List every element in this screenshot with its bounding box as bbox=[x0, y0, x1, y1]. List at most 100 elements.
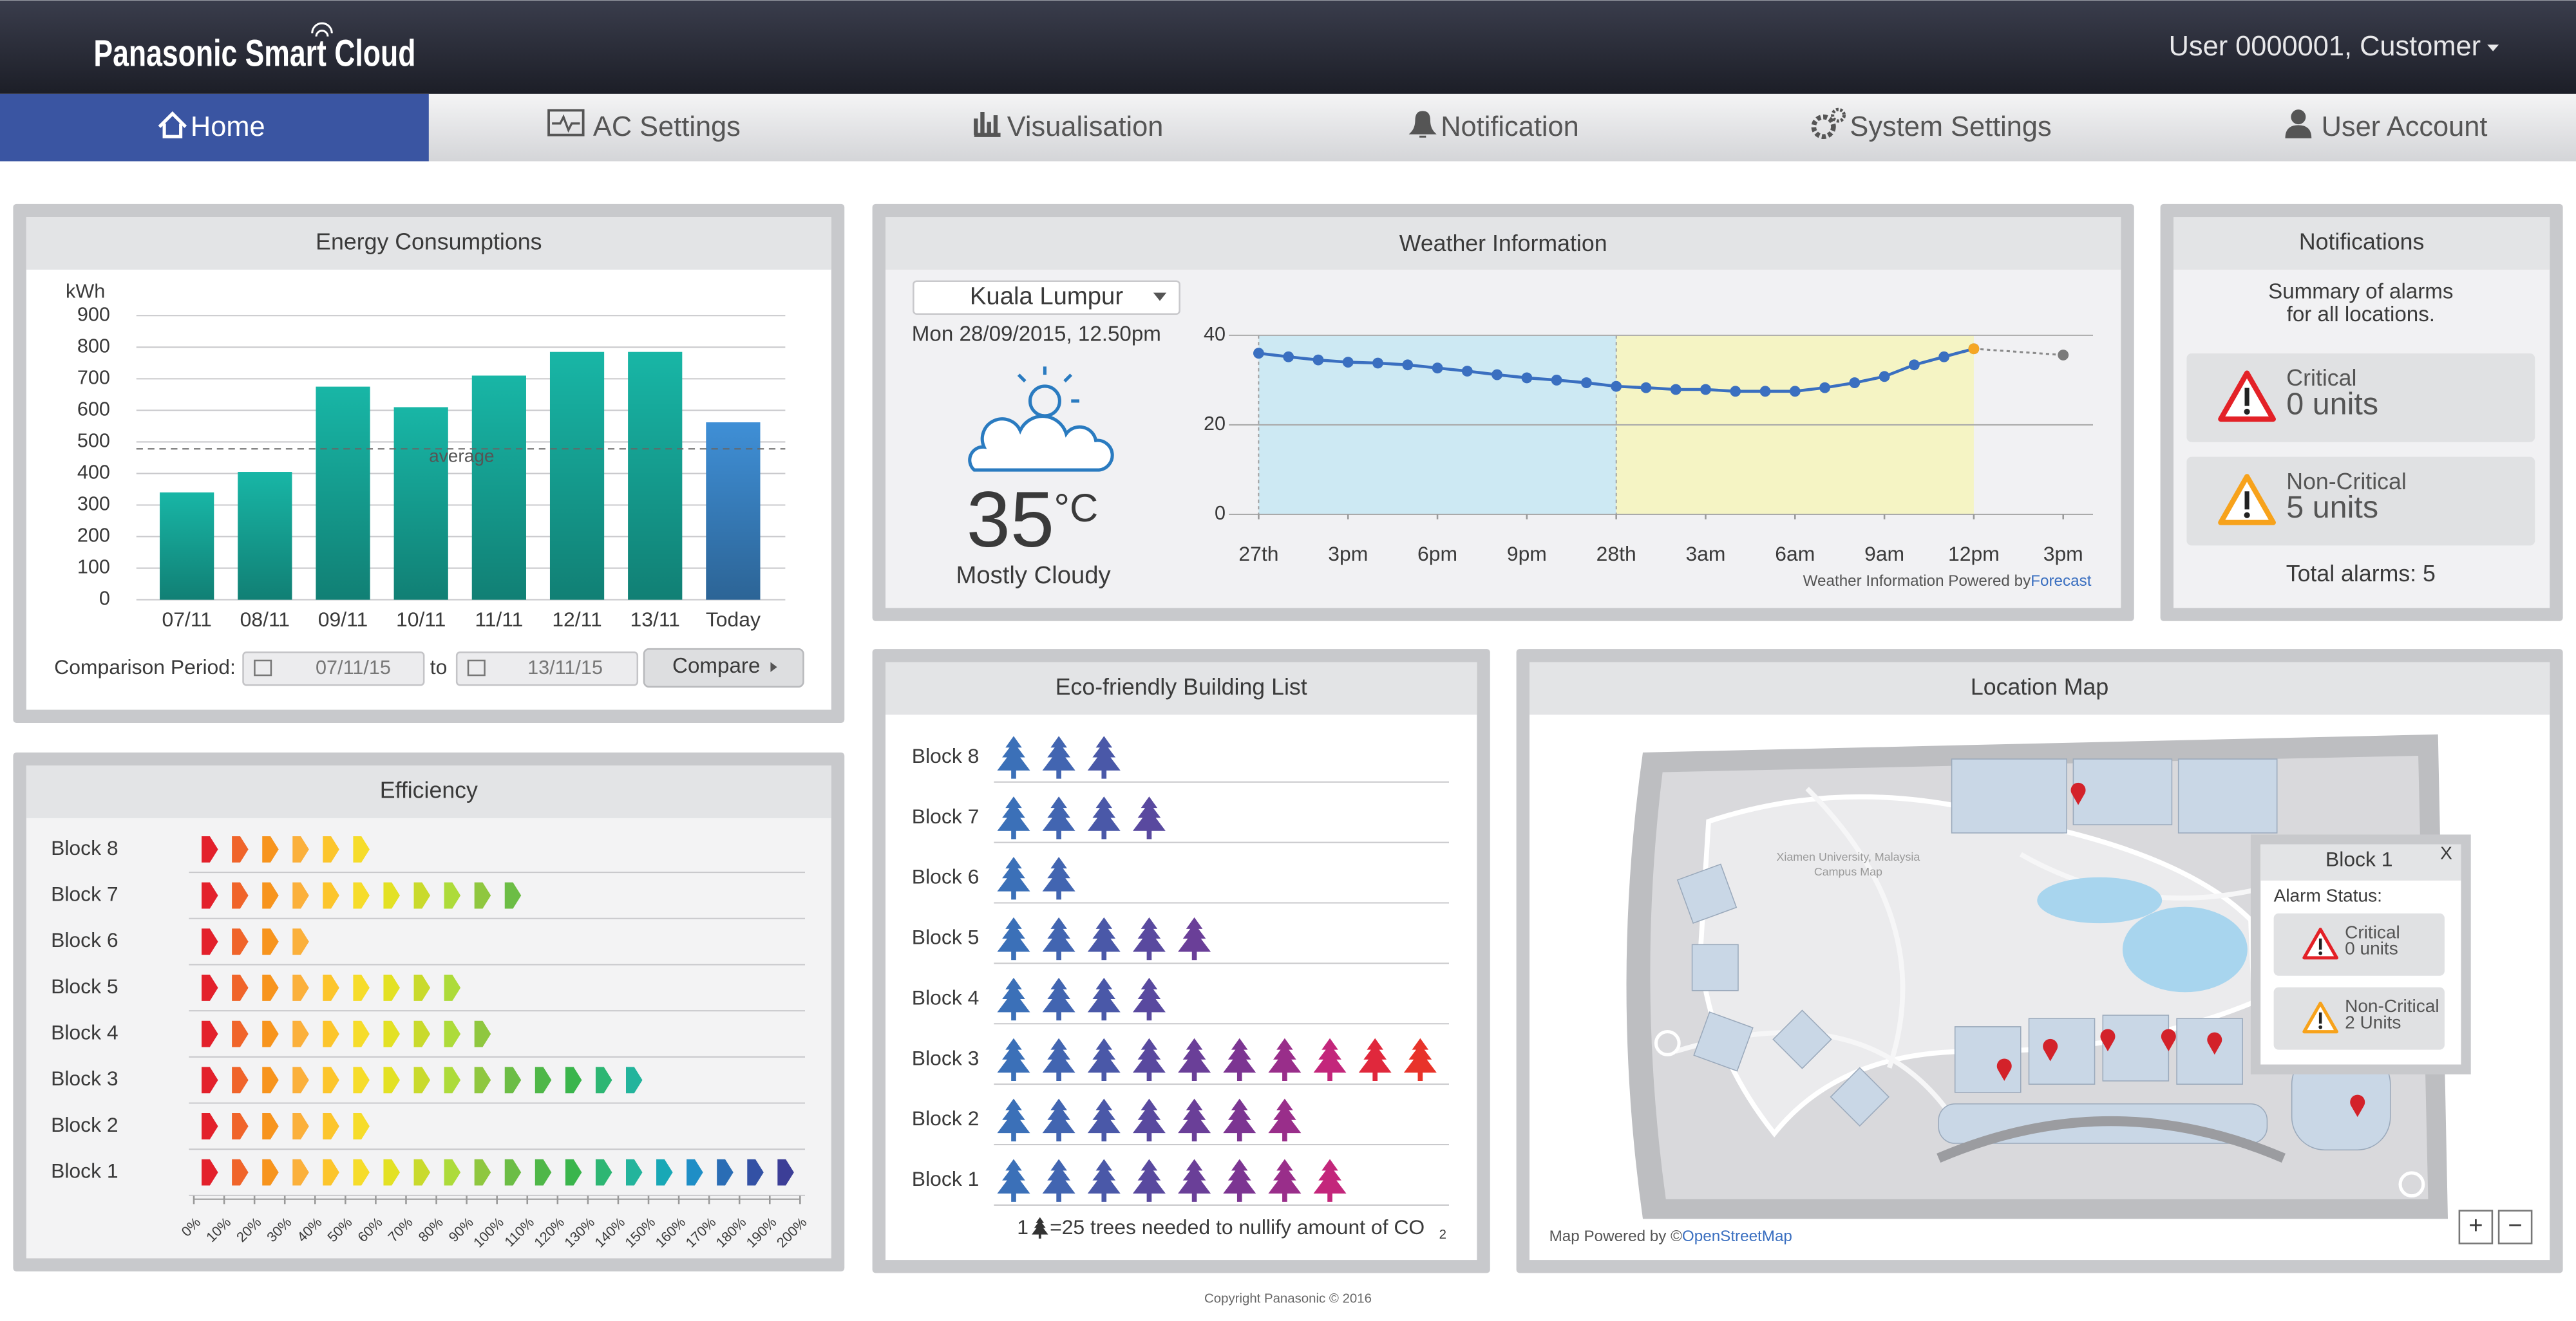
average-label: average bbox=[429, 445, 494, 465]
arrow bbox=[292, 1067, 309, 1094]
arrow bbox=[413, 882, 431, 909]
map-marker[interactable] bbox=[1996, 1058, 2012, 1082]
row-label: Block 1 bbox=[51, 1159, 118, 1183]
arrow bbox=[262, 1067, 279, 1094]
map-marker[interactable] bbox=[2207, 1032, 2222, 1055]
arrow bbox=[232, 882, 249, 909]
panel-header bbox=[1530, 662, 2550, 715]
arrow bbox=[474, 1159, 491, 1186]
panel-header bbox=[26, 217, 831, 270]
arrow bbox=[232, 1113, 249, 1139]
row-label: Block 1 bbox=[912, 1167, 980, 1190]
x-tick-label: 09/11 bbox=[318, 608, 368, 631]
zoom-button[interactable] bbox=[2458, 1210, 2494, 1244]
nav-item[interactable]: System Settings bbox=[1850, 111, 2051, 142]
bar-shade bbox=[393, 407, 448, 600]
zoom-label: + bbox=[2468, 1212, 2483, 1239]
nav-item[interactable]: Visualisation bbox=[1007, 111, 1164, 142]
arrow bbox=[595, 1067, 612, 1094]
icon-gear-small bbox=[1831, 108, 1846, 123]
x-tick-label: 12pm bbox=[1948, 542, 2000, 565]
alert-mark bbox=[2244, 491, 2249, 510]
line-point bbox=[1879, 371, 1890, 382]
nav-item[interactable]: Notification bbox=[1441, 111, 1579, 142]
arrow bbox=[323, 836, 339, 863]
y-tick-label: 100 bbox=[77, 556, 110, 578]
credit: Weather Information Powered by bbox=[1803, 572, 2031, 590]
x-tick-label: 27th bbox=[1238, 542, 1278, 565]
panel-header bbox=[26, 765, 831, 818]
map-marker[interactable] bbox=[2070, 782, 2086, 805]
zoom-button[interactable] bbox=[2497, 1210, 2533, 1244]
nav-active bbox=[0, 93, 429, 162]
row-label: Block 2 bbox=[51, 1113, 118, 1136]
user-menu[interactable]: User 0000001, Customer bbox=[2169, 31, 2481, 62]
row-label: Block 3 bbox=[51, 1067, 118, 1090]
date-input bbox=[455, 651, 639, 686]
compare-button[interactable] bbox=[643, 648, 804, 688]
bar-shade bbox=[706, 422, 761, 600]
arrow bbox=[323, 1159, 339, 1186]
bar-shade bbox=[471, 375, 526, 600]
map-credit-link[interactable]: OpenStreetMap bbox=[1682, 1228, 1792, 1245]
alert-mark bbox=[2244, 388, 2249, 406]
wifi-icon bbox=[311, 22, 333, 37]
y-tick-label: 400 bbox=[77, 462, 110, 483]
date-value: 13/11/15 bbox=[527, 657, 603, 679]
line-point bbox=[1521, 372, 1533, 384]
arrow bbox=[413, 975, 431, 1001]
line-point bbox=[1670, 384, 1681, 395]
arrow bbox=[262, 928, 279, 955]
line-point bbox=[1551, 374, 1562, 386]
popup-close[interactable]: X bbox=[2440, 843, 2452, 863]
map-marker[interactable] bbox=[2350, 1094, 2365, 1118]
arrow bbox=[353, 1020, 370, 1047]
total: Total alarms: 5 bbox=[2286, 561, 2436, 586]
nav-item[interactable]: Home bbox=[191, 111, 265, 142]
arrow bbox=[474, 882, 491, 909]
line-point bbox=[1789, 386, 1801, 397]
arrow bbox=[323, 1067, 339, 1094]
map-marker[interactable] bbox=[2043, 1038, 2058, 1062]
legend-text: =25 trees needed to nullify amount of CO bbox=[1050, 1215, 1425, 1239]
arrow bbox=[504, 1159, 522, 1186]
arrow bbox=[474, 1067, 491, 1094]
panel-title: Eco-friendly Building List bbox=[1056, 674, 1307, 700]
tree-row bbox=[997, 736, 1121, 779]
arrow bbox=[232, 928, 249, 955]
y-tick-label: 20 bbox=[1204, 413, 1226, 435]
arrow bbox=[444, 1067, 461, 1094]
row-label: Block 6 bbox=[51, 928, 118, 951]
y-tick-label: 700 bbox=[77, 366, 110, 388]
line-point bbox=[1432, 362, 1443, 374]
arrow bbox=[353, 975, 370, 1001]
nav-item[interactable]: AC Settings bbox=[593, 111, 741, 142]
credit-link[interactable]: Forecast bbox=[2031, 572, 2091, 590]
arrow bbox=[504, 882, 522, 909]
alert-value: 2 Units bbox=[2345, 1012, 2401, 1032]
arrow bbox=[323, 975, 339, 1001]
location-dropdown[interactable] bbox=[913, 280, 1180, 315]
nav-item[interactable]: User Account bbox=[2322, 111, 2488, 142]
map-marker[interactable] bbox=[2100, 1029, 2116, 1052]
date-value: 07/11/15 bbox=[316, 657, 391, 679]
line-point bbox=[1908, 359, 1920, 371]
arrow bbox=[353, 836, 370, 863]
datetime: Mon 28/09/2015, 12.50pm bbox=[912, 323, 1161, 346]
efficiency-arrows bbox=[202, 1020, 491, 1047]
arrow bbox=[232, 975, 249, 1001]
bar-shade bbox=[160, 492, 214, 600]
line-point bbox=[1253, 348, 1264, 359]
x-tick-label: 08/11 bbox=[240, 608, 290, 631]
row-label: Block 5 bbox=[912, 926, 980, 949]
calendar-icon bbox=[254, 659, 272, 677]
arrow bbox=[413, 1067, 431, 1094]
nav-bar bbox=[0, 93, 2576, 162]
line-point bbox=[1819, 382, 1830, 393]
arrow bbox=[232, 1020, 249, 1047]
icon-ac bbox=[547, 109, 585, 136]
line-point bbox=[1968, 343, 1980, 355]
map-marker[interactable] bbox=[2161, 1029, 2176, 1052]
arrow bbox=[383, 1159, 400, 1186]
arrow bbox=[535, 1067, 552, 1094]
